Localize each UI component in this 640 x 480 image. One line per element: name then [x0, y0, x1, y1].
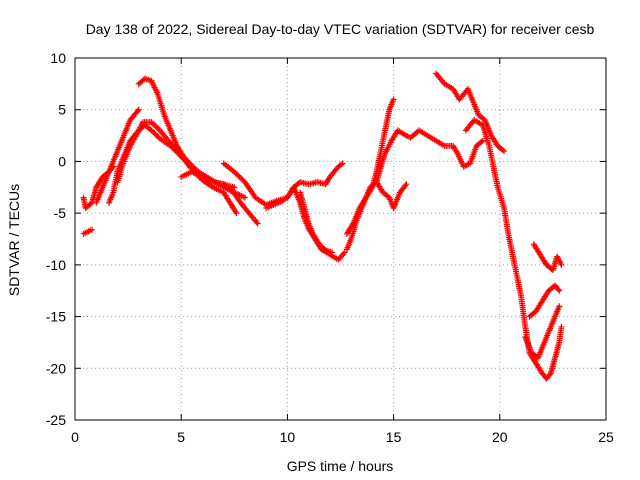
data-point: [341, 249, 348, 256]
series-trace-17: [526, 282, 563, 320]
data-point: [478, 138, 485, 145]
series-trace-13: [373, 127, 486, 186]
data-point: [558, 323, 565, 330]
data-point: [152, 131, 159, 138]
series-trace-12: [343, 96, 397, 237]
series-trace-7: [178, 168, 238, 191]
y-tick-label: 5: [58, 102, 66, 118]
series-trace-11: [343, 179, 410, 253]
data-point: [390, 96, 397, 103]
x-tick-label: 15: [386, 429, 402, 445]
series-trace-16: [530, 241, 565, 274]
y-tick-label: -10: [46, 257, 66, 273]
data-point: [152, 123, 159, 130]
data-point: [339, 160, 346, 167]
x-tick-label: 25: [598, 429, 614, 445]
x-tick-label: 0: [71, 429, 79, 445]
data-point: [241, 194, 248, 201]
series-trace-5: [114, 119, 240, 217]
data-points: [80, 70, 565, 382]
series-trace-10: [297, 189, 336, 256]
plot-frame: [74, 57, 607, 421]
data-point: [546, 371, 553, 378]
data-point: [329, 249, 336, 256]
x-tick-label: 5: [177, 429, 185, 445]
data-point: [403, 181, 410, 188]
series-trace-1: [80, 226, 95, 237]
y-tick-label: -5: [54, 205, 67, 221]
series-trace-18: [522, 303, 563, 361]
grid: [75, 58, 606, 420]
data-point: [402, 182, 409, 189]
y-axis-label: SDTVAR / TECUs: [6, 184, 22, 296]
chart-title: Day 138 of 2022, Sidereal Day-to-day VTE…: [86, 21, 595, 37]
data-point: [151, 121, 158, 128]
y-tick-label: -25: [46, 412, 66, 428]
data-point: [149, 120, 156, 127]
data-point: [501, 148, 508, 155]
y-tick-label: 10: [50, 50, 66, 66]
y-tick-label: 0: [58, 153, 66, 169]
data-point: [254, 220, 261, 227]
data-point: [151, 130, 158, 137]
y-tick-label: -15: [46, 309, 66, 325]
x-tick-label: 10: [280, 429, 296, 445]
data-point: [558, 261, 565, 268]
data-point: [135, 106, 142, 113]
data-point: [556, 303, 563, 310]
series-trace-3: [93, 106, 142, 206]
data-point: [555, 286, 562, 293]
series-trace-15: [462, 117, 565, 382]
y-tick-label: -20: [46, 360, 66, 376]
data-point: [134, 108, 141, 115]
series-trace-14: [433, 70, 508, 155]
data-point: [233, 210, 240, 217]
data-point: [154, 132, 161, 139]
series-trace-6: [135, 75, 261, 227]
series-trace-9: [263, 184, 348, 263]
x-axis-label: GPS time / hours: [287, 458, 394, 474]
data-point: [499, 147, 506, 154]
data-point: [556, 287, 563, 294]
data-point: [154, 124, 161, 131]
axis-ticks: 0 5 10 15 20 25 10 5 0 -5 -10 -15 -20 -25: [46, 50, 614, 445]
x-tick-label: 20: [492, 429, 508, 445]
data-point: [88, 226, 95, 233]
series-trace-8: [220, 160, 346, 208]
data-point: [231, 184, 238, 191]
